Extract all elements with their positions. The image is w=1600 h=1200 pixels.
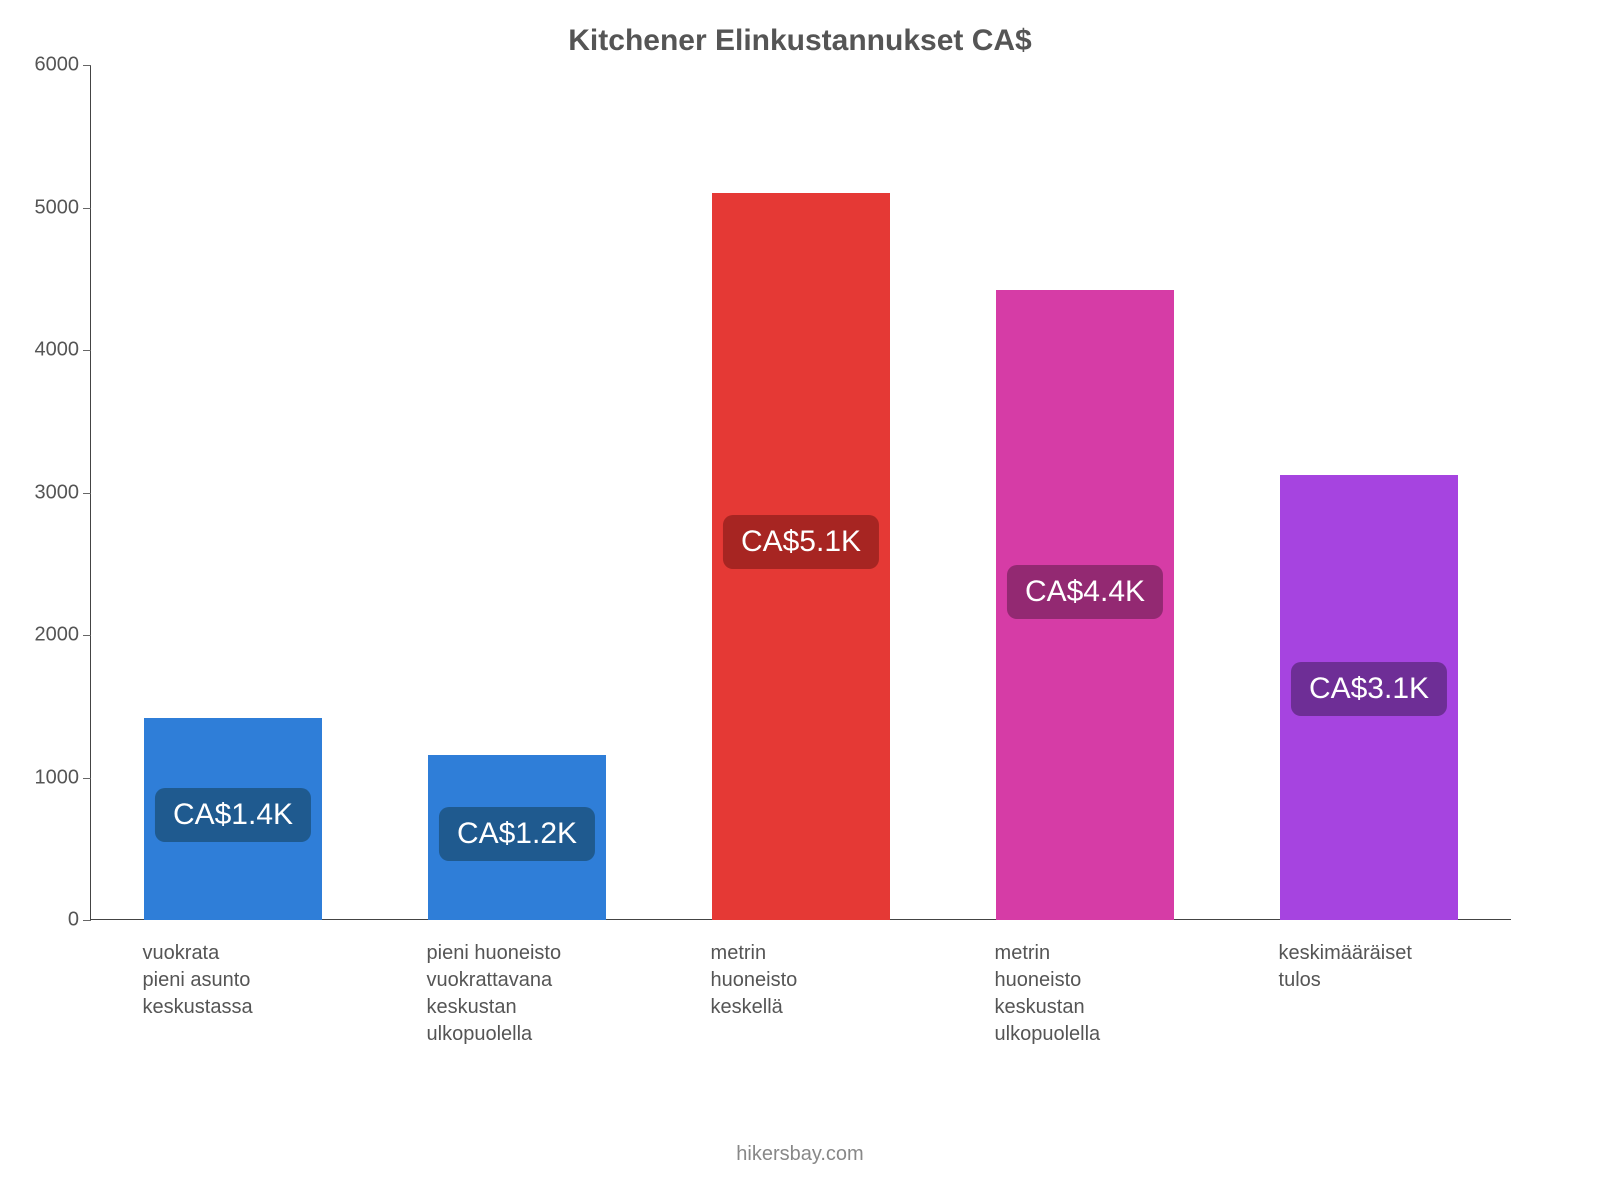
y-tick-label: 6000 [35,54,92,77]
x-axis-label-line: huoneisto [995,967,1174,994]
x-axis-label-line: keskustassa [143,994,322,1021]
x-axis-label: keskimääräisettulos [1279,940,1458,994]
x-axis-label-line: keskellä [711,994,890,1021]
footer-credit: hikersbay.com [0,1143,1600,1166]
x-axis-label-line: metrin [995,940,1174,967]
x-axis-label-line: huoneisto [711,967,890,994]
bar: CA$5.1K [712,193,891,920]
bar-value-badge: CA$3.1K [1291,662,1447,716]
x-axis-label-line: ulkopuolella [427,1021,606,1048]
x-axis-label-line: keskimääräiset [1279,940,1458,967]
x-axis-label-line: keskustan [995,994,1174,1021]
x-axis-label-line: metrin [711,940,890,967]
x-axis-label-line: vuokrattavana [427,967,606,994]
y-tick-label: 3000 [35,481,92,504]
bar: CA$1.4K [144,718,323,920]
chart-title: Kitchener Elinkustannukset CA$ [0,24,1600,58]
bar: CA$1.2K [428,755,607,920]
cost-of-living-chart: Kitchener Elinkustannukset CA$ 0 1000 2000… [0,0,1600,1200]
x-axis-label-line: tulos [1279,967,1458,994]
x-axis-label-line: pieni huoneisto [427,940,606,967]
bar-value-badge: CA$1.4K [155,788,311,842]
y-tick-label: 1000 [35,766,92,789]
x-axis-label-line: vuokrata [143,940,322,967]
bar: CA$4.4K [996,290,1175,920]
bar-value-badge: CA$4.4K [1007,565,1163,619]
y-tick-label: 2000 [35,624,92,647]
x-axis-label: metrinhuoneistokeskellä [711,940,890,1021]
plot-area: 0100020003000400050006000 CA$1.4KCA$1.2K… [90,65,1511,920]
y-tick-label: 4000 [35,339,92,362]
x-axis-label-line: keskustan [427,994,606,1021]
x-axis-label: vuokratapieni asuntokeskustassa [143,940,322,1021]
bar: CA$3.1K [1280,475,1459,920]
x-axis-label: metrinhuoneistokeskustanulkopuolella [995,940,1174,1048]
bars-layer: CA$1.4K CA$1.2K CA$5.1K CA$4.4K CA$3.1K [91,65,1511,920]
x-axis-label-line: pieni asunto [143,967,322,994]
y-tick-label: 0 [68,909,91,932]
x-axis-label-line: ulkopuolella [995,1021,1174,1048]
bar-value-badge: CA$1.2K [439,807,595,861]
x-axis-label: pieni huoneistovuokrattavanakeskustanulk… [427,940,606,1048]
y-tick-label: 5000 [35,196,92,219]
bar-value-badge: CA$5.1K [723,515,879,569]
